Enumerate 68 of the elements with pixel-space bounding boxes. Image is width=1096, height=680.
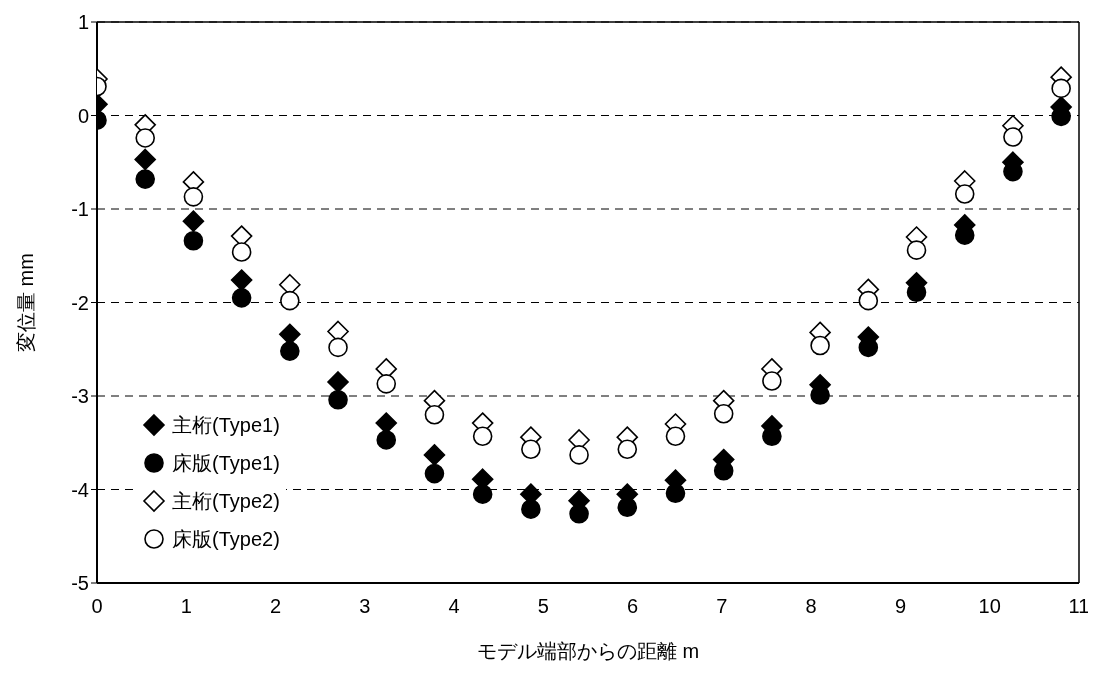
point: [858, 337, 879, 358]
x-tick-label: 6: [627, 595, 639, 618]
point: [231, 242, 252, 262]
point: [954, 225, 975, 245]
point: [376, 374, 397, 394]
y-tick-label: -4: [71, 478, 89, 501]
point: [810, 385, 830, 405]
point: [280, 341, 300, 361]
point: [906, 240, 927, 260]
point: [713, 461, 734, 481]
x-tick-label: 3: [359, 595, 371, 618]
point: [762, 371, 782, 391]
point: [472, 426, 493, 447]
y-tick-label: -5: [71, 572, 89, 595]
point: [617, 497, 638, 518]
point: [713, 403, 734, 424]
legend-label: 床版(Type1): [172, 450, 280, 476]
point: [424, 463, 445, 484]
point: [328, 389, 348, 410]
point: [183, 230, 204, 251]
y-axis-title: 変位量 mm: [15, 253, 38, 352]
point: [183, 187, 204, 207]
point: [423, 444, 446, 466]
x-tick-label: 9: [894, 595, 907, 618]
point: [231, 288, 252, 308]
y-tick-label: 1: [77, 11, 89, 34]
legend-label: 主桁(Type1): [172, 412, 280, 438]
y-tick-label: 0: [77, 104, 89, 127]
point: [1051, 78, 1071, 99]
x-tick-label: 5: [537, 595, 549, 618]
x-tick-label: 8: [805, 595, 817, 618]
y-tick-label: -1: [71, 198, 89, 221]
point: [424, 404, 445, 425]
point: [569, 504, 589, 524]
point: [954, 184, 975, 204]
x-tick-label: 1: [180, 595, 192, 618]
point: [810, 335, 830, 356]
point: [521, 499, 541, 519]
point: [376, 430, 397, 450]
point: [134, 148, 157, 171]
x-tick-label: 4: [448, 595, 460, 618]
point: [280, 290, 300, 311]
point: [762, 426, 782, 447]
point: [569, 445, 589, 465]
y-tick-label: -3: [71, 385, 89, 408]
legend-label: 主桁(Type2): [172, 488, 280, 514]
point: [230, 269, 253, 291]
x-tick-label: 2: [269, 595, 282, 618]
point: [182, 210, 205, 232]
point: [617, 439, 638, 460]
point: [665, 426, 686, 447]
x-tick-label: 11: [1068, 595, 1090, 618]
x-tick-label: 10: [978, 595, 1001, 618]
point: [375, 412, 398, 434]
point: [472, 484, 493, 504]
legend-label: 床版(Type2): [172, 526, 280, 552]
y-tick-label: -2: [71, 291, 89, 314]
point: [327, 371, 349, 393]
point: [135, 169, 156, 189]
point: [1003, 127, 1023, 147]
x-tick-label: 7: [716, 595, 728, 618]
point: [328, 337, 348, 358]
point: [135, 128, 156, 148]
x-axis-title: モデル端部からの距離 m: [476, 640, 700, 662]
point: [858, 290, 879, 311]
point: [521, 439, 541, 460]
point: [665, 483, 686, 504]
x-tick-label: 0: [91, 595, 103, 618]
